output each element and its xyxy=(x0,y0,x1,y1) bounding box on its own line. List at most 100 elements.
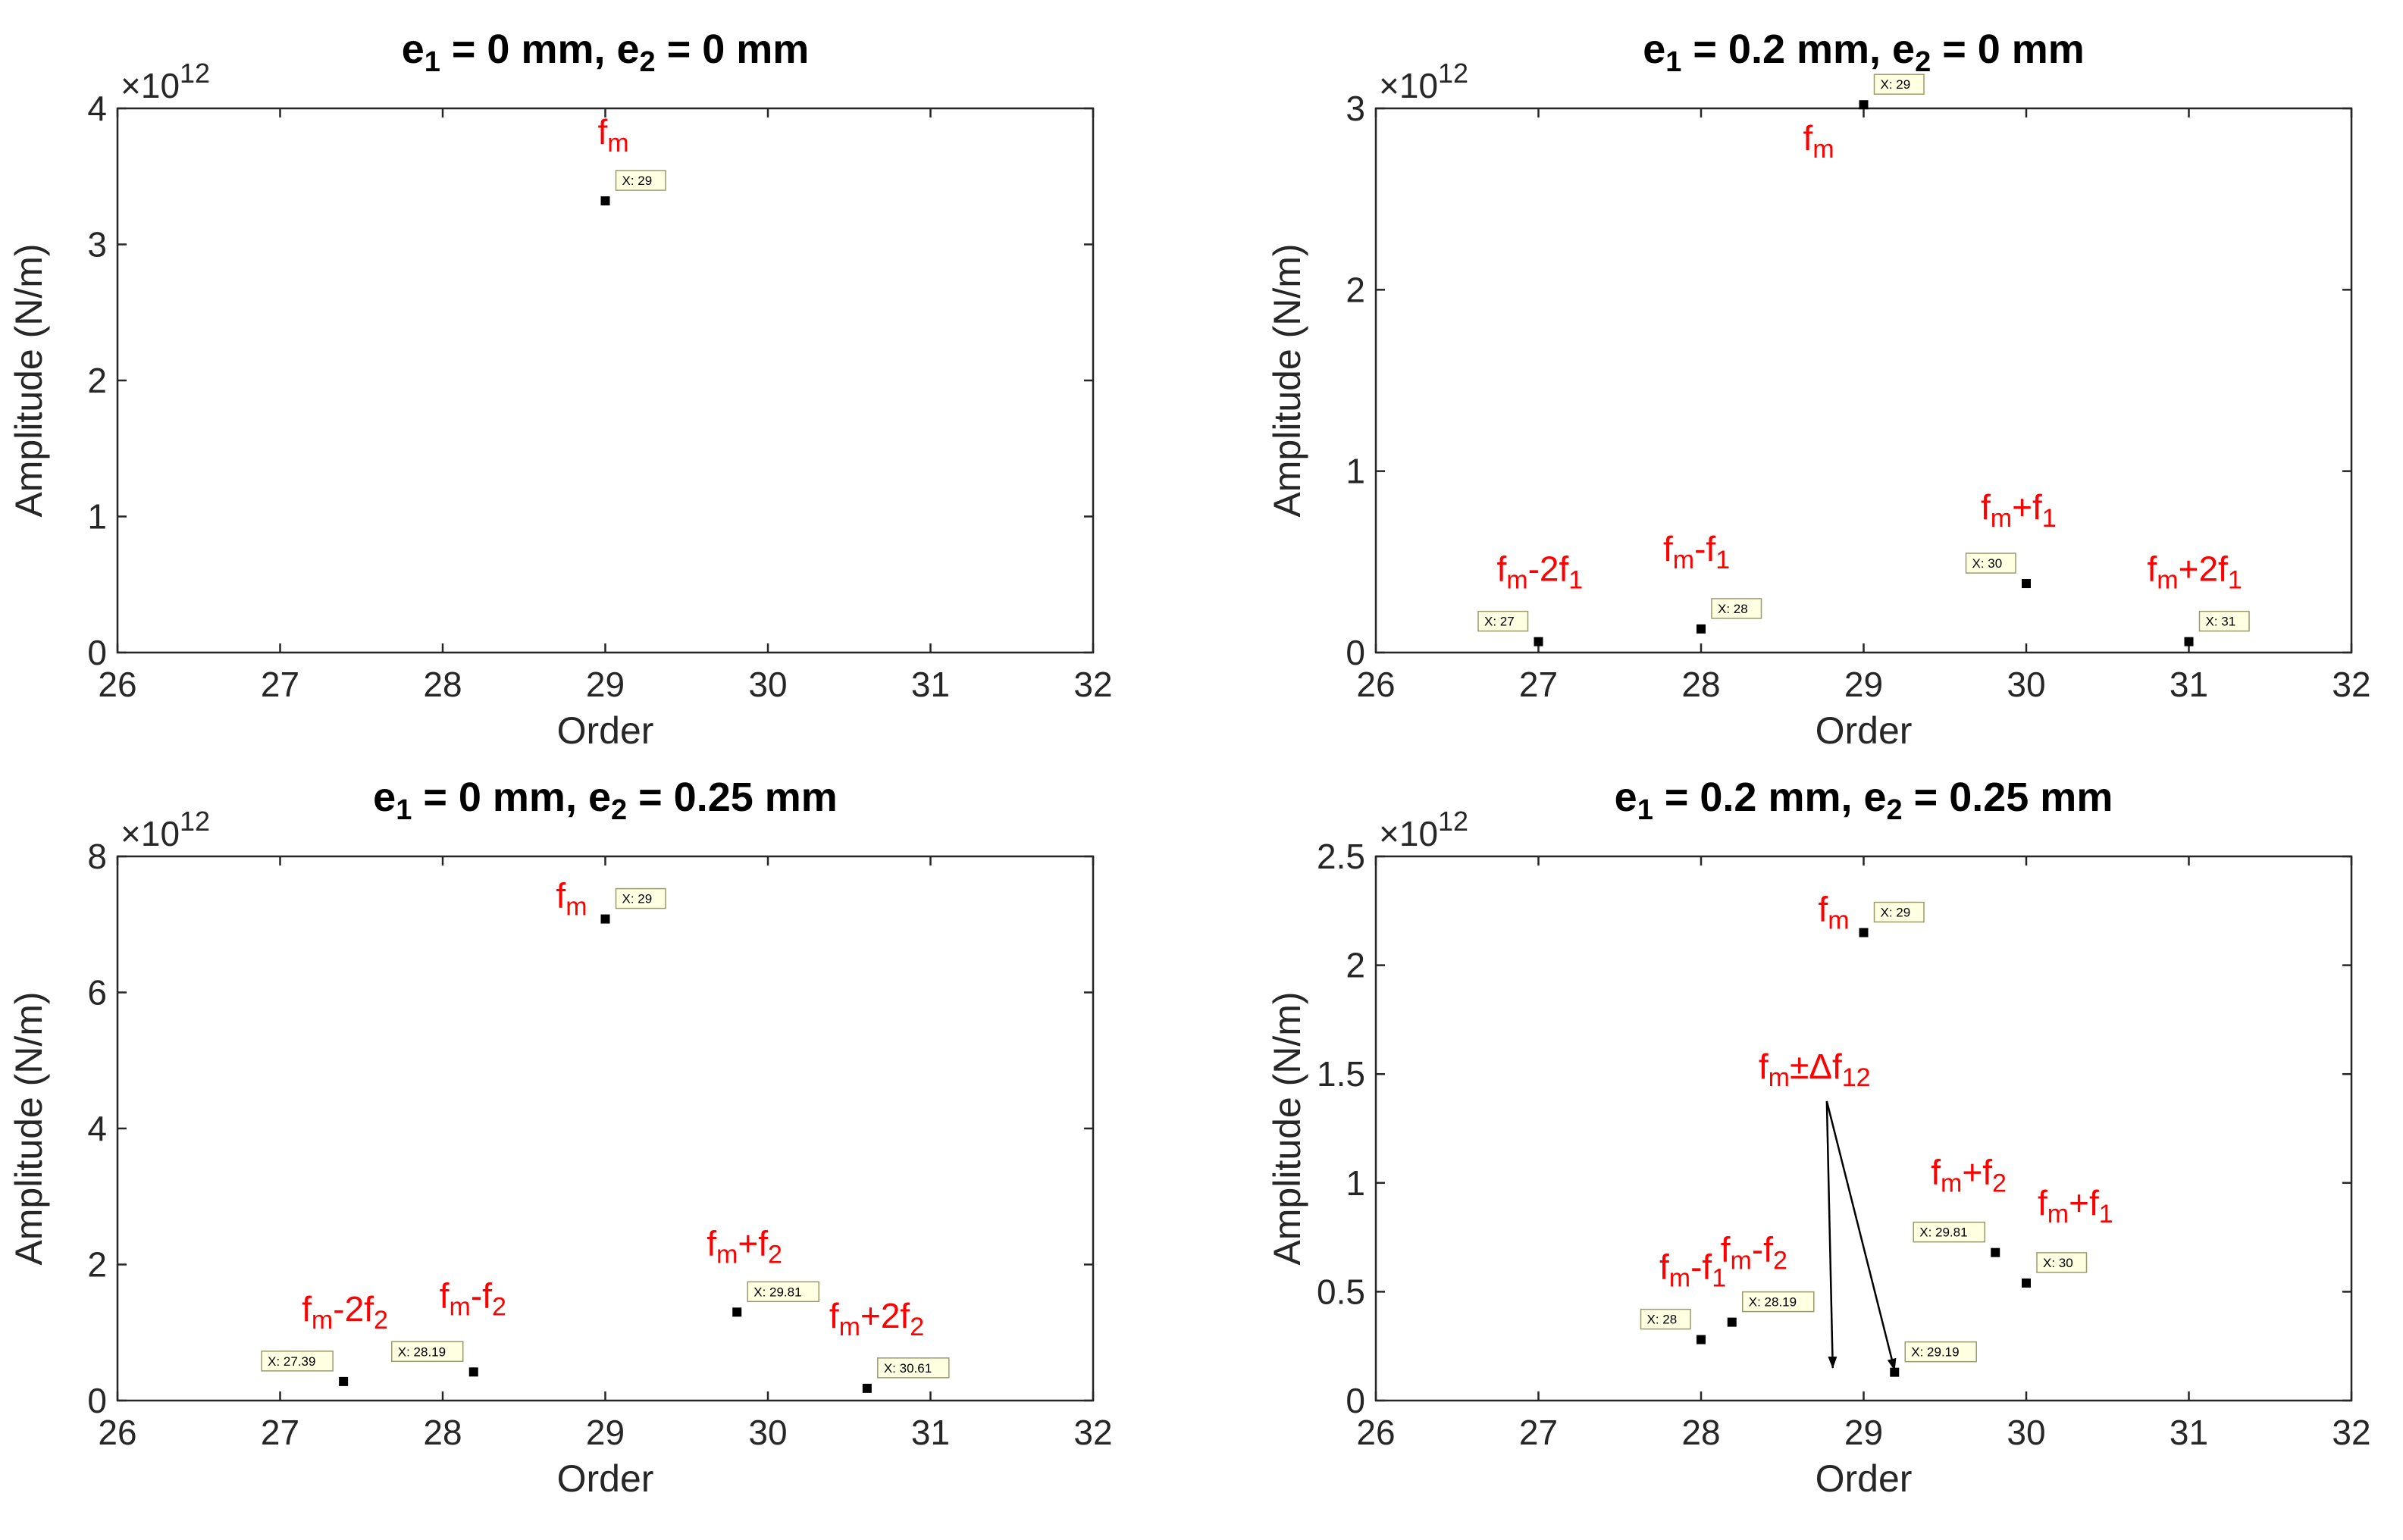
datatip-marker[interactable] xyxy=(1534,637,1543,646)
y-exponent-label: ×1012 xyxy=(121,58,210,105)
x-tick-label: 26 xyxy=(98,665,136,704)
datatip-marker[interactable] xyxy=(1727,1317,1737,1327)
y-tick-label: 6 xyxy=(87,973,107,1013)
datatip-marker[interactable] xyxy=(1859,928,1869,937)
datatip-box[interactable] xyxy=(747,1281,819,1303)
peak-annotation: fm+f1 xyxy=(1981,487,2057,533)
x-tick-label: 30 xyxy=(2007,665,2045,704)
y-exponent-label: ×1012 xyxy=(1379,806,1468,853)
datatip-box[interactable] xyxy=(1904,1341,1978,1363)
datatip-label: X: 29.81 xyxy=(1919,1225,1967,1240)
datatip-marker[interactable] xyxy=(2184,637,2194,646)
datatip-box[interactable] xyxy=(2198,610,2250,632)
datatip-box[interactable] xyxy=(1640,1308,1691,1330)
datatip-box[interactable] xyxy=(877,1357,950,1379)
x-tick-label: 26 xyxy=(1356,1413,1395,1452)
x-tick-label: 30 xyxy=(748,665,787,704)
y-tick-label: 3 xyxy=(1346,89,1365,128)
datatip-label: X: 30 xyxy=(2043,1256,2073,1270)
peak-annotation: fm+f1 xyxy=(2038,1183,2113,1229)
y-tick-label: 1 xyxy=(1346,1163,1365,1203)
annotation-arrow xyxy=(1825,1100,1837,1369)
datatip-box[interactable] xyxy=(1873,74,1925,95)
datatip-label: X: 29.81 xyxy=(753,1285,801,1299)
y-tick-label: 1.5 xyxy=(1317,1054,1365,1094)
y-tick-label: 2 xyxy=(87,1245,107,1285)
y-tick-label: 0.5 xyxy=(1317,1272,1365,1311)
datatip-marker[interactable] xyxy=(2022,579,2031,589)
peak-annotation: fm xyxy=(1819,890,1850,935)
datatip-box[interactable] xyxy=(1477,610,1529,632)
chart-title: e1 = 0 mm, e2 = 0 mm xyxy=(402,27,810,78)
x-tick-label: 31 xyxy=(911,665,950,704)
y-tick-label: 8 xyxy=(87,837,107,876)
datatip-marker[interactable] xyxy=(732,1307,742,1317)
axes-box xyxy=(116,107,1095,654)
peak-annotation: fm+f2 xyxy=(1931,1153,2007,1198)
datatip-marker[interactable] xyxy=(1991,1247,2000,1257)
datatip-box[interactable] xyxy=(261,1351,334,1372)
datatip-label: X: 28.19 xyxy=(1749,1295,1797,1310)
y-tick-label: 1 xyxy=(1346,452,1365,491)
datatip-marker[interactable] xyxy=(468,1367,478,1377)
peak-annotation: fm+2f2 xyxy=(829,1296,924,1341)
datatip-label: X: 29 xyxy=(1881,906,1911,920)
peak-annotation: fm+2f1 xyxy=(2148,549,2242,595)
x-tick-label: 32 xyxy=(2332,1413,2370,1452)
datatip-box[interactable] xyxy=(2036,1252,2088,1273)
datatip-marker[interactable] xyxy=(862,1383,872,1393)
y-tick-label: 1 xyxy=(87,497,107,537)
datatip-label: X: 30 xyxy=(1972,556,2003,571)
peak-annotation: fm-f1 xyxy=(1663,529,1730,574)
x-tick-label: 31 xyxy=(911,1413,950,1452)
datatip-marker[interactable] xyxy=(339,1376,349,1386)
datatip-label: X: 27.39 xyxy=(268,1354,315,1369)
datatip-box[interactable] xyxy=(1913,1221,1985,1243)
datatip-label: X: 31 xyxy=(2206,615,2236,629)
peak-annotation: fm-f1 xyxy=(1659,1247,1726,1293)
datatip-box[interactable] xyxy=(1965,552,2016,574)
x-tick-label: 27 xyxy=(261,665,299,704)
datatip-marker[interactable] xyxy=(1859,100,1869,110)
x-axis-label: Order xyxy=(557,709,654,752)
datatip-box[interactable] xyxy=(615,887,666,909)
peak-annotation: fm-2f1 xyxy=(1497,549,1584,595)
datatip-marker[interactable] xyxy=(600,914,610,924)
datatip-marker[interactable] xyxy=(1697,624,1706,634)
datatip-box[interactable] xyxy=(615,170,666,191)
y-tick-label: 0 xyxy=(1346,1381,1365,1420)
x-tick-label: 28 xyxy=(1681,1413,1720,1452)
x-tick-label: 27 xyxy=(1519,1413,1558,1452)
y-tick-label: 2 xyxy=(87,361,107,400)
y-tick-label: 2 xyxy=(1346,270,1365,309)
y-axis-label: Amplitude (N/m) xyxy=(8,243,50,517)
datatip-box[interactable] xyxy=(1873,901,1925,923)
y-tick-label: 2 xyxy=(1346,946,1365,985)
subplot-e1-0.2-e2-0: 26 27 28 29 30 31 32 0 1 2 3 ×1012 Order Amplitude (N… xyxy=(1266,27,2371,752)
datatip-marker[interactable] xyxy=(600,196,610,206)
datatip-box[interactable] xyxy=(1742,1291,1815,1313)
axes-box xyxy=(116,855,1095,1402)
datatip-marker[interactable] xyxy=(1697,1335,1706,1344)
y-tick-label: 2.5 xyxy=(1317,837,1365,876)
x-tick-label: 30 xyxy=(748,1413,787,1452)
x-tick-label: 28 xyxy=(1681,665,1720,704)
datatip-box[interactable] xyxy=(391,1341,464,1363)
chart-title: e1 = 0.2 mm, e2 = 0 mm xyxy=(1643,27,2085,78)
axes-box xyxy=(1374,107,2353,654)
datatip-box[interactable] xyxy=(1711,598,1762,619)
datatip-marker[interactable] xyxy=(2022,1278,2031,1288)
x-tick-label: 26 xyxy=(1356,665,1395,704)
y-tick-label: 3 xyxy=(87,225,107,264)
peak-annotation: fm xyxy=(598,112,629,158)
y-exponent-label: ×1012 xyxy=(1379,58,1468,105)
datatip-label: X: 29 xyxy=(622,892,653,906)
x-tick-label: 30 xyxy=(2007,1413,2045,1452)
x-tick-label: 27 xyxy=(1519,665,1558,704)
peak-annotation: fm xyxy=(1803,118,1834,164)
datatip-label: X: 30.61 xyxy=(884,1361,932,1376)
datatip-label: X: 27 xyxy=(1484,615,1515,629)
y-tick-label: 0 xyxy=(87,1381,107,1420)
y-exponent-label: ×1012 xyxy=(121,806,210,853)
